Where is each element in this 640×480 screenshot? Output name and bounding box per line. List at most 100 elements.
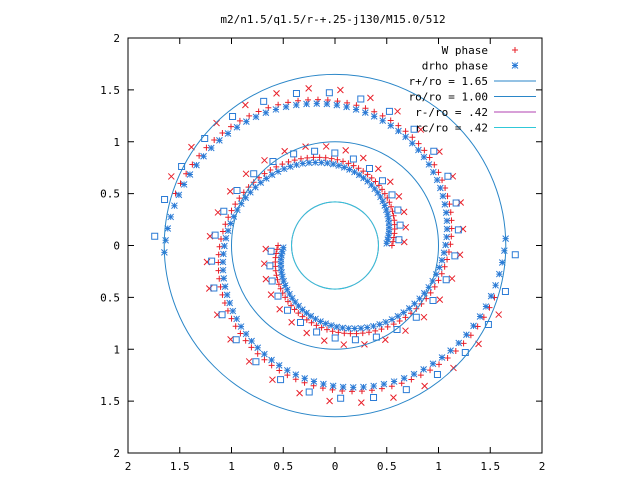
data-point [228, 315, 235, 322]
data-point [379, 186, 386, 193]
data-point [242, 170, 250, 178]
data-point [385, 219, 393, 227]
data-point [480, 314, 487, 321]
data-point [413, 305, 420, 312]
data-point [232, 201, 239, 208]
data-point [442, 241, 449, 249]
data-point [438, 270, 445, 277]
data-point [495, 270, 503, 278]
data-point [417, 372, 424, 379]
data-point [260, 97, 268, 105]
data-point [387, 122, 395, 129]
data-point [395, 122, 402, 129]
data-point [388, 242, 395, 249]
data-point [378, 326, 385, 333]
data-point [178, 162, 186, 170]
data-point [400, 374, 408, 382]
data-point [396, 317, 403, 324]
data-point [277, 256, 285, 263]
data-point [208, 257, 216, 265]
data-point [436, 184, 444, 192]
data-point [402, 314, 409, 321]
x-tick-label: 1.5 [170, 460, 190, 473]
data-point [248, 337, 255, 345]
data-point [421, 147, 428, 154]
data-point [267, 247, 275, 255]
data-point [320, 380, 327, 388]
data-point [267, 167, 274, 174]
data-point [385, 232, 392, 240]
data-point [345, 160, 352, 167]
data-point [167, 173, 175, 180]
data-point [257, 179, 265, 186]
data-point [405, 305, 413, 312]
data-point [288, 302, 295, 309]
y-tick-label: 2 [113, 32, 120, 45]
data-point [339, 324, 347, 332]
data-point [303, 100, 310, 108]
data-point [337, 86, 344, 94]
data-point [313, 328, 321, 336]
data-point [388, 191, 396, 199]
data-point [492, 281, 499, 289]
data-point [252, 113, 260, 121]
data-point [436, 296, 444, 303]
data-point [175, 191, 183, 199]
data-point [390, 212, 397, 219]
data-point [323, 100, 331, 108]
data-point [370, 382, 378, 390]
data-point [248, 344, 255, 351]
data-point [345, 325, 353, 332]
data-point [313, 100, 321, 107]
data-point [409, 134, 416, 141]
data-point [237, 330, 244, 337]
data-point [365, 329, 372, 336]
data-point [384, 236, 392, 243]
data-point [359, 330, 366, 337]
data-point [474, 323, 481, 330]
data-point [273, 89, 280, 97]
data-point [245, 358, 253, 365]
data-point [311, 147, 319, 155]
data-point [415, 140, 422, 147]
data-point [337, 394, 345, 402]
data-point [395, 236, 403, 244]
data-point [482, 303, 490, 310]
data-point [319, 385, 326, 392]
chart-title: m2/n1.5/q1.5/r-+.25-j130/M15.0/512 [220, 13, 445, 26]
data-point [385, 215, 392, 223]
data-point [322, 154, 329, 161]
data-point [267, 291, 275, 298]
data-point [443, 233, 450, 241]
data-point [233, 123, 241, 131]
data-point [450, 364, 457, 372]
data-point [237, 323, 245, 330]
data-point [302, 143, 309, 150]
x-tick-label: 1.5 [480, 460, 500, 473]
data-point [328, 155, 335, 162]
data-point [452, 347, 459, 354]
data-point [339, 383, 347, 391]
data-point [278, 251, 285, 259]
data-point [442, 209, 450, 216]
data-point [371, 185, 379, 193]
data-point [316, 154, 323, 161]
data-point [277, 376, 285, 384]
data-point [305, 159, 313, 167]
data-point [281, 282, 289, 289]
data-point [250, 170, 258, 178]
data-point [421, 382, 428, 390]
data-point [286, 163, 294, 170]
data-point [420, 313, 428, 321]
radius-circle [291, 201, 379, 290]
data-point [210, 284, 218, 292]
data-point [275, 362, 283, 369]
data-point [381, 190, 388, 197]
data-point [357, 95, 365, 103]
data-point [301, 375, 309, 382]
data-point [431, 283, 438, 290]
x-tick-label: 1 [435, 460, 442, 473]
data-point [333, 101, 341, 109]
data-point [164, 225, 172, 232]
data-point [429, 360, 437, 368]
